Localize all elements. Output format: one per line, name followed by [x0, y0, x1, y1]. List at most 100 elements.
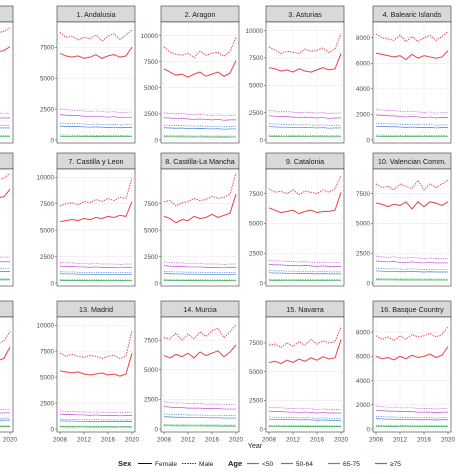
- y-tick-label: 0: [259, 426, 263, 433]
- y-tick-label: 5000: [356, 221, 371, 228]
- facet-panel: 3. Asturias 0 2500 5000 7500 10000: [245, 5, 345, 144]
- x-tick-label: 2020: [229, 437, 244, 444]
- facet-panel: 15. Navarra 0 2500 5000 7500: [249, 300, 345, 433]
- y-tick-label: 5000: [40, 227, 55, 234]
- series-line-75plus-male: [268, 326, 342, 349]
- series-line-75plus-male: [59, 330, 133, 359]
- series-line-65-75-male: [59, 262, 132, 265]
- series-line-50-64-male: [375, 267, 448, 270]
- series-line-75plus-female: [268, 192, 342, 215]
- y-tick-label: 0: [366, 426, 370, 433]
- y-tick-label: 2500: [249, 250, 264, 257]
- y-tick-label: 0: [366, 280, 370, 287]
- y-tick-label: 2000: [356, 112, 371, 119]
- facet-panel: 10. Valencian Comm. 0 2500 5000 7500: [356, 152, 452, 287]
- y-tick-label: 8000: [356, 329, 371, 336]
- facet-title: 15. Navarra: [286, 305, 324, 314]
- y-tick-label: 2500: [249, 398, 264, 405]
- facet-title: 4. Balearic Islands: [383, 10, 442, 19]
- series-line-50-64-male: [59, 271, 132, 274]
- series-line-65-75-male: [268, 259, 341, 264]
- y-tick-label: 0: [366, 137, 370, 144]
- series-line-50-64-male: [268, 270, 341, 273]
- series-line-50-64-female: [268, 418, 341, 421]
- facet-title: 16. Basque Country: [380, 305, 444, 314]
- x-tick-label: 2008: [53, 437, 68, 444]
- y-tick-label: 4000: [356, 86, 371, 93]
- series-line-65-75-male: [268, 406, 341, 410]
- y-tick-label: 0: [50, 280, 54, 287]
- x-tick-label: 2008: [262, 437, 277, 444]
- y-tick-label: 5000: [144, 85, 159, 92]
- series-line-50-64-female: [375, 270, 448, 273]
- facet-panel: 14. Murcia 0 2500 5000 7500: [144, 300, 240, 433]
- y-tick-label: 7500: [144, 337, 159, 344]
- x-tick-label: 2012: [393, 437, 408, 444]
- series-line-75plus-male: [163, 172, 237, 207]
- panel-background: [56, 168, 136, 287]
- y-tick-label: 8000: [356, 35, 371, 42]
- legend-label-age: <50: [262, 461, 274, 468]
- series-line-65-75-female: [59, 413, 132, 417]
- series-line-75plus-female: [375, 50, 449, 61]
- y-tick-label: 7500: [144, 59, 159, 66]
- panel-background: [265, 316, 345, 433]
- legend-label-age: 50-64: [296, 461, 313, 468]
- facet-panel: 2. Aragon 0 2500 5000 7500 10000: [140, 5, 240, 144]
- series-line-65-75-female: [375, 409, 448, 413]
- panel-background: [56, 21, 136, 144]
- facet-strip: [0, 300, 14, 318]
- series-line-65-75-male: [375, 108, 448, 114]
- series-line-50-64-female: [375, 125, 448, 129]
- x-tick-label: 2012: [77, 437, 92, 444]
- facet-title: 1. Andalusia: [76, 10, 115, 19]
- series-line-65-75-female: [59, 265, 132, 269]
- series-line-65-75-female: [375, 114, 448, 119]
- facet-title: 13. Madrid: [79, 305, 113, 314]
- facet-panel: 8. Castilla-La Mancha 0 2500 5000 7500: [144, 152, 240, 287]
- series-line-50-64-male: [163, 124, 236, 128]
- series-line-50-64-female: [375, 418, 448, 421]
- series-line-65-75-male: [163, 401, 236, 406]
- series-line-65-75-male: [375, 255, 448, 259]
- y-tick-label: 7500: [40, 201, 55, 208]
- y-tick-label: 2500: [144, 397, 159, 404]
- series-line-50-64-female: [268, 126, 341, 129]
- series-line-under50-male: [59, 134, 132, 137]
- facet-panel: [0, 152, 14, 287]
- facet-panel: 13. Madrid 0 2500 5000 7500 10000: [36, 300, 136, 433]
- series-line-65-75-female: [163, 265, 236, 269]
- facet-title: 14. Murcia: [183, 305, 217, 314]
- y-tick-label: 2500: [144, 254, 159, 261]
- y-tick-label: 2500: [144, 111, 159, 118]
- facet-title: 2. Aragon: [185, 10, 216, 19]
- series-line-75plus-female: [59, 353, 133, 377]
- panel-background: [160, 21, 240, 144]
- facet-title: 3. Asturias: [288, 10, 322, 19]
- series-line-50-64-male: [268, 416, 341, 419]
- series-line-65-75-female: [163, 406, 236, 410]
- facet-title: 10. Valencian Comm.: [378, 157, 446, 166]
- y-tick-label: 6000: [356, 61, 371, 68]
- y-tick-label: 0: [259, 280, 263, 287]
- x-tick-label: 2016: [205, 437, 220, 444]
- y-tick-label: 5000: [144, 367, 159, 374]
- facet-title: 8. Castilla-La Mancha: [165, 157, 235, 166]
- series-line-50-64-male: [59, 122, 132, 126]
- facet-title: 9. Catalonia: [286, 157, 324, 166]
- series-line-65-75-male: [375, 405, 448, 410]
- series-line-50-64-female: [163, 416, 236, 419]
- series-line-65-75-male: [59, 108, 132, 114]
- series-line-65-75-female: [375, 260, 448, 264]
- x-tick-label: 2020: [125, 437, 140, 444]
- x-tick-label: 2016: [417, 437, 432, 444]
- x-tick-label: 2016: [310, 437, 325, 444]
- legend-label-age: 65-75: [343, 461, 360, 468]
- series-line-65-75-male: [163, 261, 236, 265]
- x-tick-label: 2008: [157, 437, 172, 444]
- legend-title-age: Age: [228, 459, 242, 468]
- panel-background: [265, 168, 345, 287]
- y-tick-label: 7500: [356, 191, 371, 198]
- legend-title-sex: Sex: [118, 459, 132, 468]
